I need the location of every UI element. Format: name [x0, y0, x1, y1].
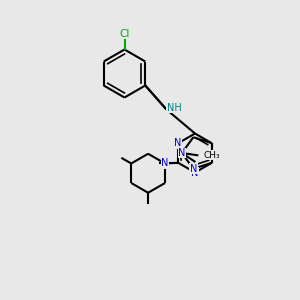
Text: NH: NH [167, 103, 182, 113]
Text: N: N [174, 138, 182, 148]
Text: CH₃: CH₃ [204, 151, 220, 160]
Text: N: N [190, 164, 197, 174]
Text: Cl: Cl [119, 28, 130, 39]
Text: N: N [178, 148, 186, 158]
Text: N: N [161, 158, 169, 169]
Text: N: N [191, 167, 199, 178]
